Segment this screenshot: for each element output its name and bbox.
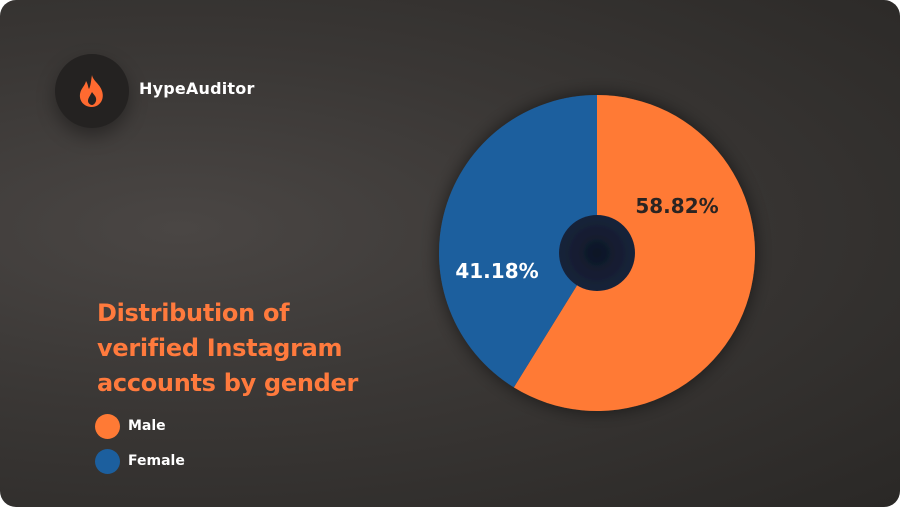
legend-item-female: Female (95, 448, 185, 474)
chart-title-line-2: verified Instagram (97, 334, 343, 362)
data-label-female: 41.18% (455, 259, 538, 283)
legend-item-male: Male (95, 413, 166, 439)
brand-name: HypeAuditor (139, 79, 255, 98)
logo-badge (55, 54, 129, 128)
donut-hole (559, 215, 635, 291)
legend-label-female: Female (128, 453, 185, 469)
chart-title-line-1: Distribution of (97, 299, 290, 327)
data-label-male: 58.82% (635, 194, 718, 218)
legend-swatch-male (95, 413, 120, 439)
flame-icon (79, 75, 103, 107)
pie-slice-female (439, 95, 597, 388)
chart-title: Distribution of verified Instagram accou… (97, 296, 417, 401)
chart-title-line-3: accounts by gender (97, 369, 359, 397)
legend-label-male: Male (128, 418, 166, 434)
legend-swatch-female (95, 448, 120, 474)
